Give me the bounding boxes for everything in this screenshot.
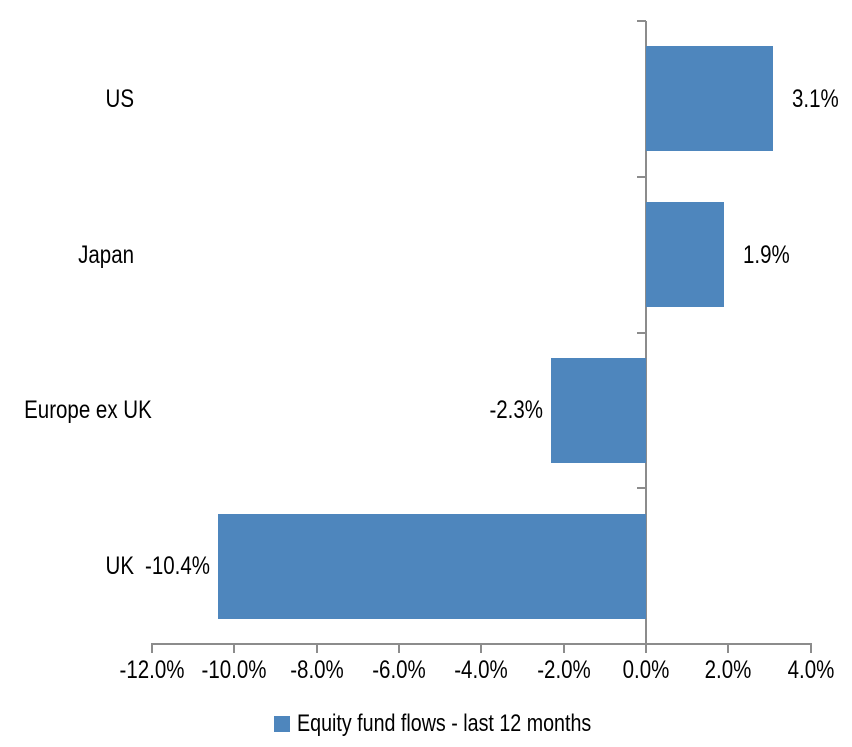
x-tick-label: 4.0%: [787, 656, 834, 684]
x-tick-label: -8.0%: [289, 656, 344, 684]
x-tick-label: -10.0%: [201, 656, 267, 684]
x-tick-label: -2.0%: [536, 656, 591, 684]
value-label-japan: 1.9%: [743, 240, 790, 269]
bar-uk: [217, 513, 646, 619]
value-label-europe-ex-uk: -2.3%: [489, 396, 544, 425]
x-axis-tick: [562, 643, 565, 653]
value-axis-line: [644, 21, 647, 653]
legend: Equity fund flows - last 12 months: [274, 710, 656, 738]
x-tick-label: -6.0%: [372, 656, 426, 684]
category-axis-tick: [636, 487, 646, 490]
value-label-uk: -10.4%: [144, 552, 210, 581]
category-label-europe-ex-uk: Europe ex UK: [24, 396, 152, 425]
category-label-japan: Japan: [78, 240, 134, 269]
value-label-us: 3.1%: [792, 84, 840, 113]
bar-europe-ex-uk: [551, 357, 646, 463]
x-tick-label: -4.0%: [454, 656, 509, 684]
x-axis-tick: [151, 643, 153, 653]
x-axis-tick: [809, 643, 812, 653]
category-axis-tick: [636, 20, 646, 22]
category-axis-tick: [636, 175, 646, 178]
bar-us: [645, 46, 774, 152]
x-tick-label: -12.0%: [119, 656, 185, 684]
x-axis-tick: [480, 643, 483, 653]
legend-label: Equity fund flows - last 12 months: [297, 710, 592, 737]
bar-japan: [645, 202, 725, 308]
x-tick-label: 0.0%: [622, 656, 670, 684]
x-axis-tick: [233, 643, 236, 653]
x-axis-tick: [644, 643, 647, 653]
x-tick-label: 2.0%: [704, 656, 752, 684]
category-axis-tick: [636, 331, 646, 334]
legend-marker-square: [274, 716, 290, 732]
category-label-us: US: [105, 84, 134, 113]
x-axis-tick: [727, 643, 730, 653]
x-axis-tick: [397, 643, 400, 653]
x-axis-tick: [315, 643, 318, 653]
category-label-uk: UK: [105, 552, 134, 581]
